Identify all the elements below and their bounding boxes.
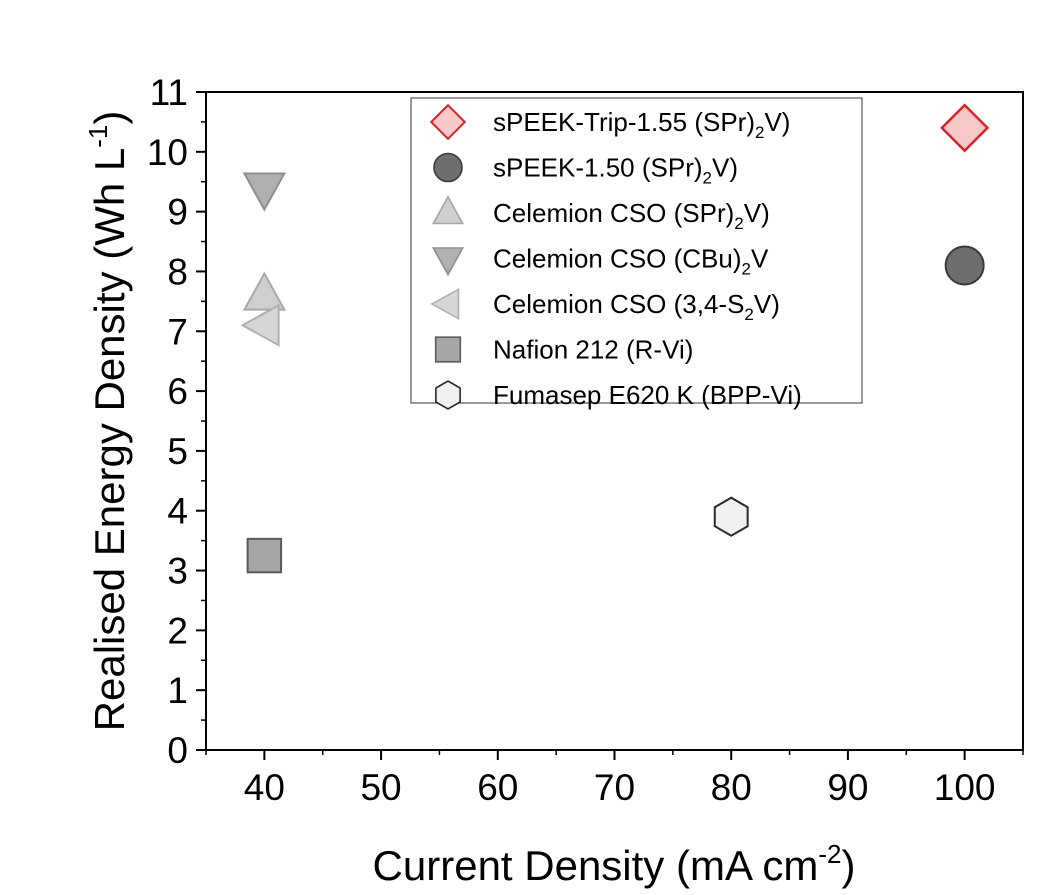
- x-tick-label: 60: [477, 767, 518, 808]
- x-axis-title-main: Current Density (mA cm: [373, 842, 819, 889]
- legend-label-name: sPEEK-1.50 (SPr): [493, 153, 703, 183]
- x-axis-title: Current Density (mA cm-2): [373, 839, 856, 889]
- legend-label-tail: V: [751, 244, 769, 274]
- legend-label: Nafion 212 (R-Vi): [493, 335, 693, 365]
- legend-label: sPEEK-1.50 (SPr)2V): [493, 153, 738, 188]
- y-axis-title: Realised Energy Density (Wh L-1): [83, 111, 133, 732]
- x-tick-label: 90: [827, 767, 868, 808]
- data-point-diamond: [940, 103, 990, 153]
- legend-label-subscript: 2: [755, 123, 764, 142]
- y-axis-title-end: ): [86, 111, 133, 125]
- legend-marker-triangle-down: [431, 247, 465, 277]
- data-point-triangle-down: [242, 172, 287, 212]
- legend: sPEEK-Trip-1.55 (SPr)2V)sPEEK-1.50 (SPr)…: [410, 97, 863, 410]
- y-axis-title-main: Realised Energy Density (Wh L: [86, 148, 133, 732]
- legend-label-tail: V): [744, 198, 770, 228]
- legend-label-tail: V): [754, 289, 780, 319]
- x-tick-label: 100: [934, 767, 996, 808]
- legend-label-name: Nafion 212 (R-Vi): [493, 335, 693, 365]
- legend-label: Celemion CSO (3,4-S2V): [493, 289, 780, 324]
- data-point-hexagon: [713, 496, 749, 537]
- legend-label: Celemion CSO (SPr)2V): [493, 198, 770, 233]
- legend-label-name: Celemion CSO (3,4-S: [493, 289, 744, 319]
- legend-label-subscript: 2: [703, 169, 712, 188]
- x-tick-label: 50: [360, 767, 401, 808]
- y-axis-ticks: 0 1 2 3 4 5 6 7 8 9 10 11: [147, 72, 206, 771]
- legend-label-subscript: 2: [734, 214, 743, 233]
- x-axis-ticks: 40 50 60 70 80 90 100: [205, 750, 1024, 808]
- x-tick-label: 80: [711, 767, 752, 808]
- y-tick-label: 0: [167, 730, 188, 771]
- legend-marker-square: [434, 336, 462, 363]
- legend-label-subscript: 2: [744, 305, 753, 324]
- y-tick-label: 6: [167, 371, 188, 412]
- legend-label: Celemion CSO (CBu)2V: [493, 244, 769, 279]
- legend-label-name: sPEEK-Trip-1.55 (SPr): [493, 107, 755, 137]
- legend-label: sPEEK-Trip-1.55 (SPr)2V): [493, 107, 790, 142]
- y-tick-label: 7: [167, 311, 188, 352]
- y-tick-label: 5: [167, 431, 188, 472]
- x-axis-title-sup: -2: [818, 839, 841, 869]
- legend-marker-diamond: [429, 103, 467, 141]
- y-tick-label: 2: [167, 610, 188, 651]
- legend-label-tail: V): [764, 107, 790, 137]
- legend-marker-hexagon: [435, 380, 461, 410]
- legend-label-name: Fumasep E620 K (BPP-Vi): [493, 380, 802, 410]
- y-axis-title-sup: -1: [83, 125, 113, 148]
- data-points: [240, 103, 990, 574]
- y-tick-label: 11: [150, 72, 188, 113]
- legend-marker-triangle-left: [430, 287, 460, 321]
- data-point-square: [246, 537, 283, 574]
- x-tick-label: 70: [594, 767, 635, 808]
- y-tick-label: 9: [167, 192, 188, 233]
- legend-label-name: Celemion CSO (SPr): [493, 198, 734, 228]
- data-point-triangle-up: [242, 271, 287, 311]
- legend-label-subscript: 2: [742, 260, 751, 279]
- y-tick-label: 10: [147, 132, 188, 173]
- data-point-triangle-left: [240, 303, 280, 347]
- y-tick-label: 3: [167, 551, 188, 592]
- y-tick-label: 8: [167, 251, 188, 292]
- legend-box: [410, 97, 863, 404]
- y-tick-label: 4: [167, 491, 188, 532]
- legend-marker-triangle-up: [431, 195, 465, 225]
- legend-marker-circle: [433, 152, 463, 183]
- data-point-circle: [944, 245, 985, 286]
- x-tick-label: 40: [244, 767, 285, 808]
- legend-label-name: Celemion CSO (CBu): [493, 244, 742, 274]
- legend-label-tail: V): [712, 153, 738, 183]
- legend-label: Fumasep E620 K (BPP-Vi): [493, 380, 802, 410]
- y-tick-label: 1: [167, 670, 188, 711]
- x-axis-title-end: ): [841, 842, 855, 889]
